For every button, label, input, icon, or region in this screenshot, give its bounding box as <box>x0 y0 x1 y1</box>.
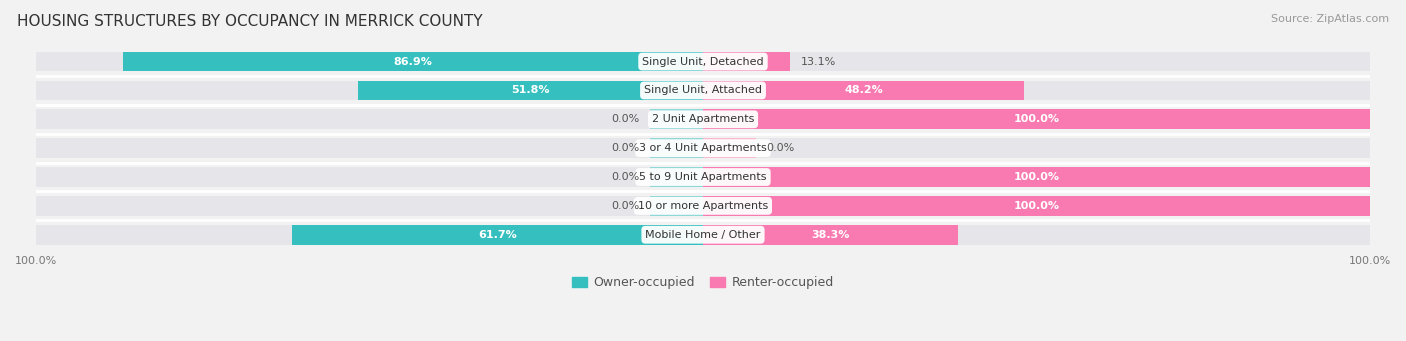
Text: 0.0%: 0.0% <box>766 143 794 153</box>
Bar <box>357 80 703 100</box>
Bar <box>703 167 1369 187</box>
Bar <box>703 196 1369 216</box>
Text: 48.2%: 48.2% <box>845 86 883 95</box>
Bar <box>650 138 703 158</box>
Text: 86.9%: 86.9% <box>394 57 433 66</box>
Bar <box>37 52 1369 71</box>
Text: 2 Unit Apartments: 2 Unit Apartments <box>652 114 754 124</box>
Text: Mobile Home / Other: Mobile Home / Other <box>645 230 761 240</box>
Bar <box>703 225 959 244</box>
Text: 0.0%: 0.0% <box>612 143 640 153</box>
Text: 0.0%: 0.0% <box>612 201 640 211</box>
Bar <box>703 52 790 71</box>
Text: 13.1%: 13.1% <box>800 57 835 66</box>
Text: 51.8%: 51.8% <box>510 86 550 95</box>
Text: 100.0%: 100.0% <box>1014 114 1060 124</box>
Bar <box>703 109 1369 129</box>
Text: 61.7%: 61.7% <box>478 230 516 240</box>
Bar <box>37 138 1369 158</box>
Bar <box>703 138 756 158</box>
Bar <box>37 80 1369 100</box>
Bar <box>650 196 703 216</box>
Text: 0.0%: 0.0% <box>612 114 640 124</box>
Bar <box>650 167 703 187</box>
Bar <box>37 196 1369 216</box>
Bar <box>37 109 1369 129</box>
Text: 10 or more Apartments: 10 or more Apartments <box>638 201 768 211</box>
Text: 5 to 9 Unit Apartments: 5 to 9 Unit Apartments <box>640 172 766 182</box>
Text: Source: ZipAtlas.com: Source: ZipAtlas.com <box>1271 14 1389 24</box>
Legend: Owner-occupied, Renter-occupied: Owner-occupied, Renter-occupied <box>572 277 834 290</box>
Bar <box>291 225 703 244</box>
Text: 100.0%: 100.0% <box>1014 172 1060 182</box>
Bar <box>37 225 1369 244</box>
Text: Single Unit, Attached: Single Unit, Attached <box>644 86 762 95</box>
Text: 3 or 4 Unit Apartments: 3 or 4 Unit Apartments <box>640 143 766 153</box>
Bar <box>650 109 703 129</box>
Bar <box>37 167 1369 187</box>
Bar <box>124 52 703 71</box>
Text: 100.0%: 100.0% <box>1014 201 1060 211</box>
Bar <box>703 80 1025 100</box>
Text: 38.3%: 38.3% <box>811 230 849 240</box>
Text: 0.0%: 0.0% <box>612 172 640 182</box>
Text: HOUSING STRUCTURES BY OCCUPANCY IN MERRICK COUNTY: HOUSING STRUCTURES BY OCCUPANCY IN MERRI… <box>17 14 482 29</box>
Text: Single Unit, Detached: Single Unit, Detached <box>643 57 763 66</box>
